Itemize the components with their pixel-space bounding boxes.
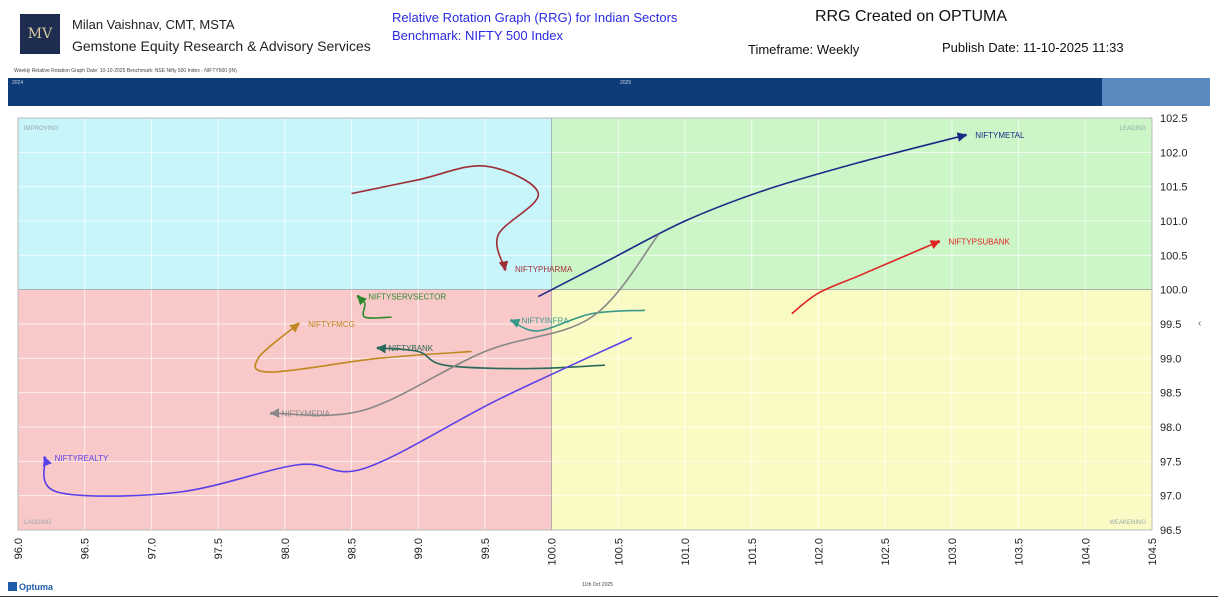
x-tick-label: 103.0 [947,538,959,566]
series-label-niftypharma: NIFTYPHARMA [515,265,573,274]
y-tick-label: 100.0 [1160,285,1188,297]
timeline-scrubber[interactable]: 2024 2025 [8,78,1210,106]
x-tick-label: 101.0 [680,538,692,566]
x-tick-label: 99.5 [480,538,492,559]
y-tick-label: 96.5 [1160,525,1181,537]
scrubber-thumb[interactable] [1102,78,1210,106]
series-label-niftyfmcg: NIFTYFMCG [308,320,355,329]
y-tick-label: 102.0 [1160,147,1188,159]
rrg-title: Relative Rotation Graph (RRG) for Indian… [392,10,678,25]
y-tick-label: 100.5 [1160,250,1188,262]
y-tick-label: 99.0 [1160,353,1181,365]
timeframe-label: Timeframe: Weekly [748,42,860,57]
firm-logo: MV [20,14,60,54]
y-tick-label: 101.5 [1160,182,1188,194]
series-tail-niftymedia [269,234,659,418]
y-tick-label: 99.5 [1160,319,1181,331]
x-tick-label: 98.0 [280,538,292,559]
series-label-niftyrealty: NIFTYREALTY [55,454,109,463]
optuma-brand: Optuma [8,582,53,592]
x-tick-label: 96.0 [13,538,25,559]
quadrant-label-bottom-left: LAGGING [24,520,52,526]
firm-name: Gemstone Equity Research & Advisory Serv… [72,38,371,54]
quadrant-label-top-left: IMPROVING [24,126,59,132]
series-label-niftyservsector: NIFTYSERVSECTOR [368,293,446,302]
series-label-niftymedia: NIFTYMEDIA [281,409,330,418]
y-tick-label: 97.5 [1160,456,1181,468]
quadrant-leading [551,118,1152,290]
series-label-niftypsubank: NIFTYPSUBANK [949,238,1011,247]
x-tick-label: 103.5 [1014,538,1026,566]
series-head-niftyfmcg [296,322,300,326]
chart-subheader: Weekly Relative Rotation Graph Date: 10-… [14,68,237,74]
x-tick-label: 97.5 [213,538,225,559]
series-tail-niftypsubank [791,240,941,315]
quadrant-weakening [551,289,1152,530]
quadrant-label-bottom-right: WEAKENING [1109,520,1146,526]
scrubber-mid-label: 2025 [620,80,632,86]
x-tick-label: 100.5 [613,538,625,566]
author-name: Milan Vaishnav, CMT, MSTA [72,17,235,32]
series-head-niftyservsector [356,295,360,299]
x-tick-label: 100.0 [547,538,559,566]
x-tick-label: 102.5 [880,538,892,566]
y-tick-label: 98.0 [1160,422,1181,434]
x-tick-label: 102.0 [813,538,825,566]
series-head-niftyinfra [510,319,514,323]
quadrant-label-top-right: LEADING [1120,126,1147,132]
scrubber-start-label: 2024 [12,80,24,86]
x-tick-label: 101.5 [747,538,759,566]
x-tick-label: 97.0 [146,538,158,559]
x-tick-label: 104.0 [1080,538,1092,566]
plot-border [17,117,1153,531]
x-tick-label: 104.5 [1147,538,1159,566]
optuma-logo-icon [8,582,17,591]
series-tail-niftybank [376,343,606,370]
series-tail-niftyrealty [42,337,633,497]
chart-date-label: 11th Oct 2025 [582,582,614,588]
y-tick-label: 98.5 [1160,388,1181,400]
series-label-niftyinfra: NIFTYINFRA [522,317,570,326]
series-tail-niftyfmcg [254,322,472,373]
created-on-label: RRG Created on OPTUMA [815,8,1008,25]
series-head-niftymetal [963,133,967,137]
series-tail-niftymetal [537,132,968,298]
x-tick-label: 99.0 [413,538,425,559]
x-tick-label: 98.5 [347,538,359,559]
publish-date: Publish Date: 11-10-2025 11:33 [942,40,1124,55]
series-tail-niftyservsector [356,295,392,319]
series-tail-niftypharma [351,164,540,271]
benchmark-label: Benchmark: NIFTY 500 Index [392,28,564,43]
series-head-niftybank [376,346,380,350]
collapse-arrow-icon[interactable]: ‹ [1198,318,1202,329]
bottom-divider [0,596,1218,597]
optuma-brand-text: Optuma [19,582,54,592]
series-tail-niftyinfra [509,309,646,332]
series-head-niftypharma [503,267,507,271]
series-head-niftyrealty [43,456,47,460]
series-label-niftybank: NIFTYBANK [388,344,434,353]
series-label-niftymetal: NIFTYMETAL [975,131,1025,140]
x-tick-label: 96.5 [80,538,92,559]
y-tick-label: 102.5 [1160,113,1188,125]
y-tick-label: 101.0 [1160,216,1188,228]
series-head-niftymedia [269,411,273,415]
y-tick-label: 97.0 [1160,491,1181,503]
rrg-chart: IMPROVING LEADING LAGGING WEAKENING 96.5 97.0… [13,113,1188,566]
series-head-niftypsubank [937,240,941,244]
